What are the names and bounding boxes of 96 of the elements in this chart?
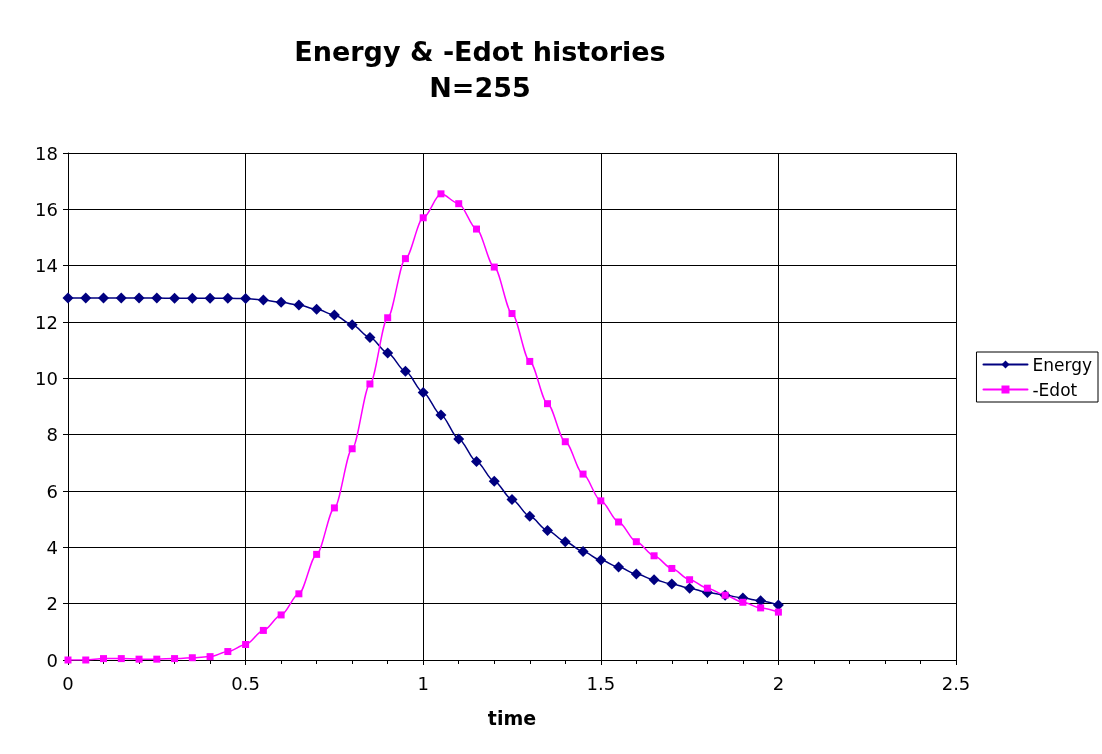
legend-label: Energy <box>1032 354 1093 375</box>
point <box>348 445 356 453</box>
point <box>632 538 640 546</box>
legend-label: -Edot <box>1032 379 1078 400</box>
point <box>257 294 269 306</box>
point <box>437 190 445 198</box>
point <box>384 314 392 322</box>
point <box>133 292 145 304</box>
point <box>364 331 376 343</box>
point <box>506 493 518 505</box>
point <box>62 292 74 304</box>
point <box>171 655 179 663</box>
point <box>242 641 250 649</box>
point <box>100 655 108 663</box>
point <box>186 292 198 304</box>
point <box>508 310 516 318</box>
x-tick-label: 0.5 <box>231 672 260 694</box>
point <box>153 655 161 663</box>
point <box>757 604 765 612</box>
point <box>470 455 482 467</box>
point <box>684 582 696 594</box>
y-tick-label: 6 <box>46 480 58 502</box>
point <box>151 292 163 304</box>
point <box>419 214 427 222</box>
point <box>595 554 607 566</box>
point <box>64 656 72 664</box>
point <box>382 347 394 359</box>
chart-title: Energy & -Edot histories N=255 <box>294 35 666 103</box>
y-tick-label: 14 <box>35 255 58 277</box>
point <box>259 626 267 634</box>
point <box>82 656 90 664</box>
point <box>472 225 480 233</box>
point <box>417 386 429 398</box>
point <box>542 524 554 536</box>
y-tick-label: 0 <box>46 649 58 671</box>
point <box>366 380 374 388</box>
point <box>526 357 534 365</box>
y-tick-label: 4 <box>46 536 58 558</box>
point <box>224 648 232 656</box>
point <box>668 564 676 572</box>
y-tick-label: 10 <box>35 367 58 389</box>
point <box>328 309 340 321</box>
point <box>488 475 500 487</box>
point <box>597 497 605 505</box>
point <box>544 400 552 408</box>
x-tick-label: 0 <box>62 672 74 694</box>
point <box>559 536 571 548</box>
point <box>579 470 587 478</box>
y-tick-label: 16 <box>35 198 58 220</box>
point <box>524 510 536 522</box>
point <box>739 598 747 606</box>
point <box>561 438 569 446</box>
point <box>648 574 660 586</box>
point <box>204 292 216 304</box>
point <box>774 608 782 616</box>
x-axis-title: time <box>487 706 537 729</box>
point <box>650 552 658 560</box>
point <box>435 409 447 421</box>
point <box>115 292 127 304</box>
point <box>311 303 323 315</box>
x-tick-label: 2 <box>772 672 785 694</box>
point <box>240 293 252 305</box>
point <box>330 504 338 512</box>
point <box>630 568 642 580</box>
point <box>206 653 214 661</box>
y-tick-label: 18 <box>35 142 58 164</box>
y-tick-label: 8 <box>46 424 58 446</box>
point <box>135 655 143 663</box>
point <box>80 292 92 304</box>
point <box>703 584 711 592</box>
x-tick-label: 1 <box>417 672 429 694</box>
point <box>117 655 125 663</box>
point <box>453 433 465 445</box>
x-tick-label: 1.5 <box>586 672 616 694</box>
point <box>222 292 234 304</box>
point <box>188 654 196 662</box>
point <box>275 296 287 308</box>
point <box>399 365 411 377</box>
point <box>293 299 305 311</box>
point <box>346 319 358 331</box>
point <box>295 590 303 598</box>
point <box>613 561 625 573</box>
point <box>666 578 678 590</box>
point <box>277 611 285 619</box>
point <box>401 255 409 263</box>
point <box>313 550 321 558</box>
point <box>98 292 110 304</box>
point <box>615 518 623 526</box>
point <box>490 263 498 271</box>
x-tick-label: 2.5 <box>941 672 971 694</box>
y-tick-label: 2 <box>46 593 58 615</box>
point <box>686 576 694 584</box>
y-tick-label: 12 <box>35 311 58 333</box>
point <box>577 546 589 558</box>
point <box>169 292 181 304</box>
point <box>455 200 463 208</box>
